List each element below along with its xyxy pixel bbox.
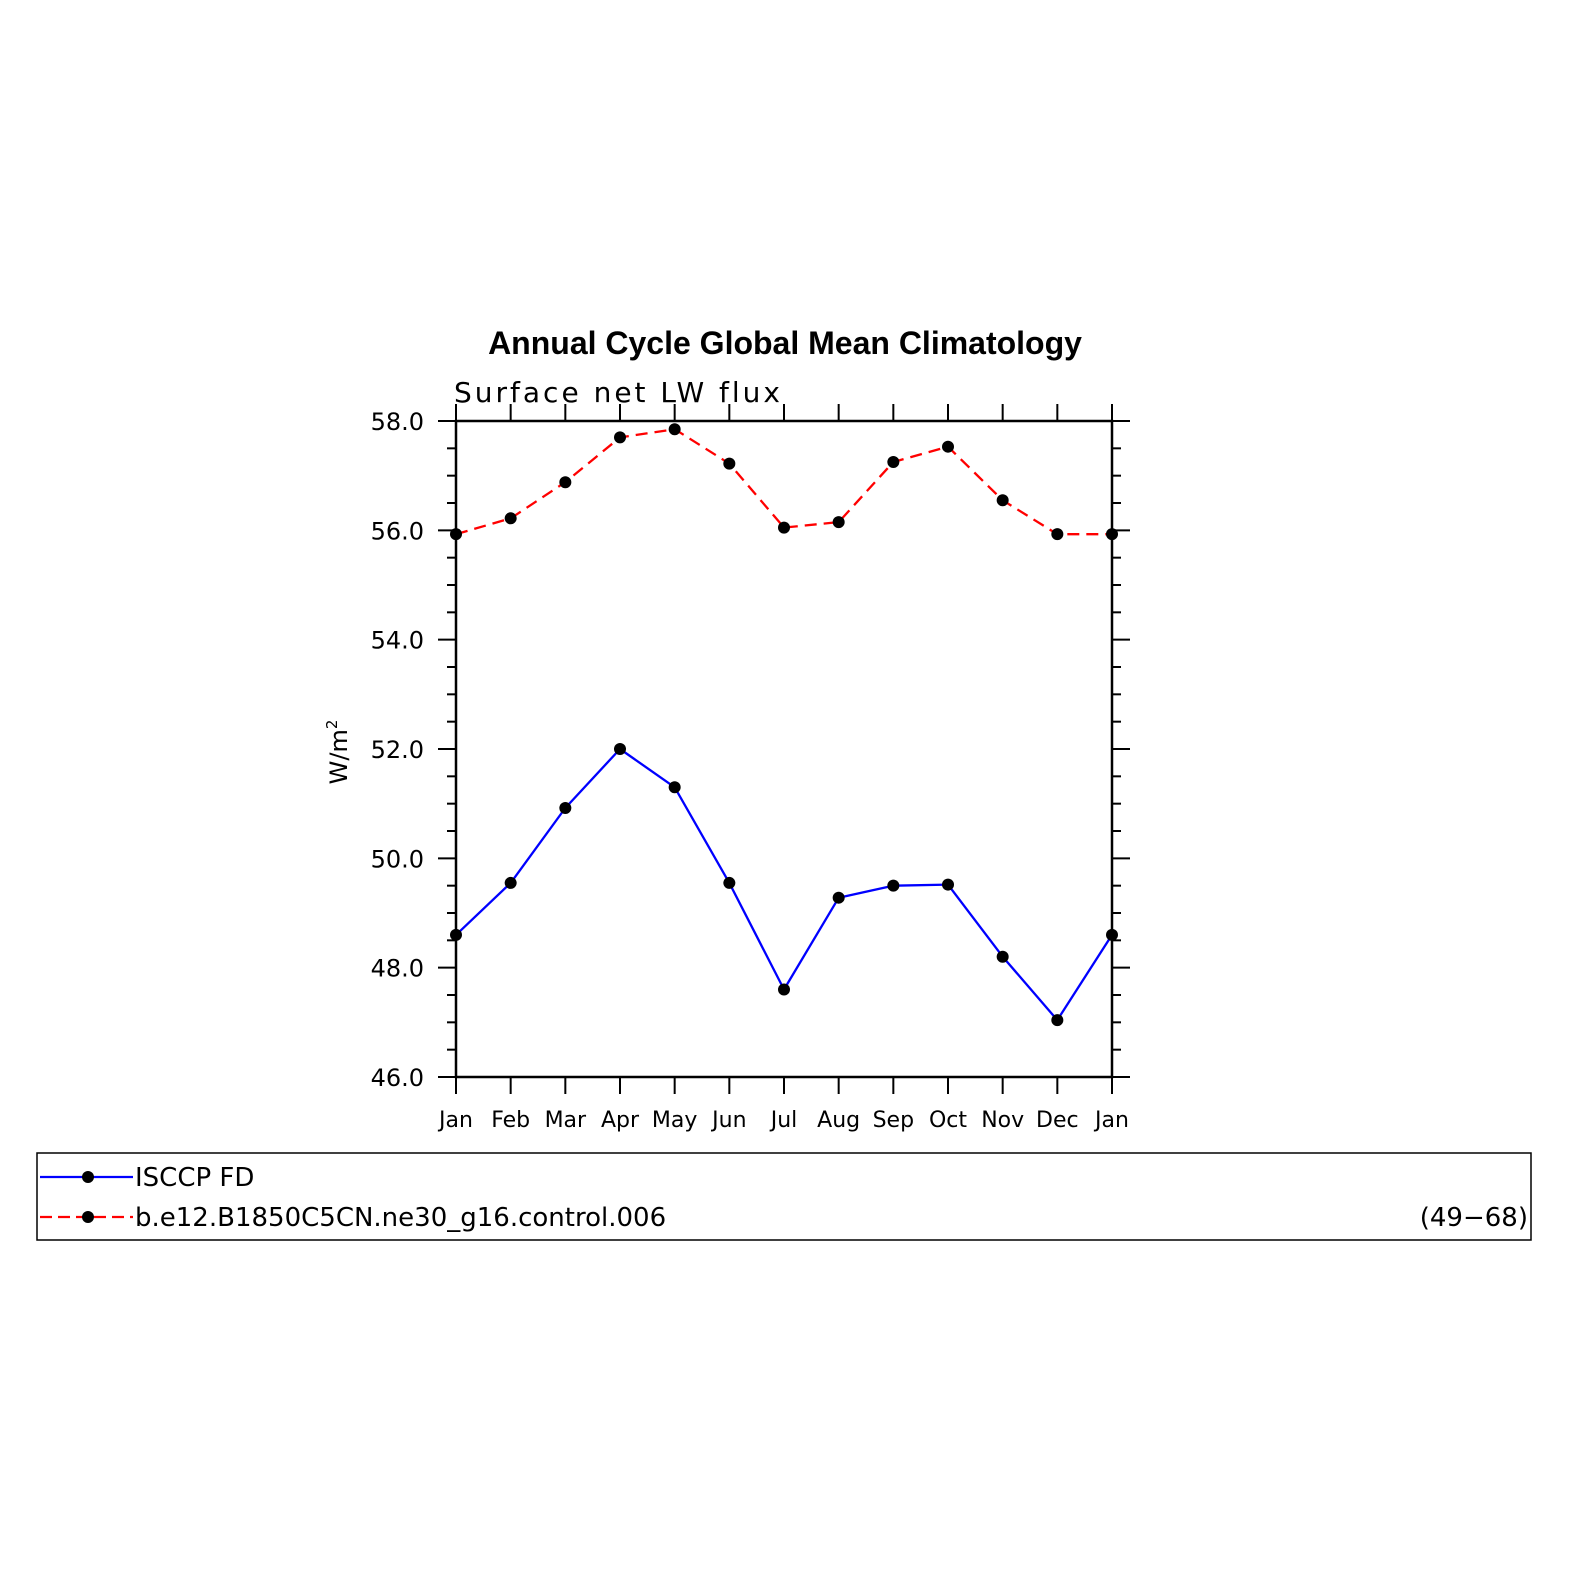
data-point-0	[723, 876, 736, 889]
legend-marker-isccp	[82, 1171, 94, 1183]
y-tick-label: 52.0	[371, 736, 424, 764]
data-point-0	[450, 928, 462, 941]
series-line-1	[455, 428, 1112, 536]
data-point-1	[942, 440, 954, 453]
data-point-0	[668, 781, 681, 794]
y-tick-label: 46.0	[371, 1064, 424, 1092]
axes: 46.0 48.0 50.0 52.0 54.0 56.0 58.0 Jan Feb Mar Apr…	[371, 404, 1130, 1133]
x-tick-label: Feb	[491, 1108, 530, 1133]
data-point-0	[614, 743, 626, 755]
legend-label-isccp: ISCCP FD	[135, 1163, 254, 1193]
x-tick-label: Jun	[710, 1108, 746, 1133]
data-point-1	[887, 456, 900, 468]
x-tick-label: May	[652, 1108, 697, 1133]
y-axis-label-superscript: 2	[323, 720, 341, 730]
plot-frame	[454, 419, 1114, 1079]
legend-box	[36, 1152, 1532, 1241]
x-tick-label: Dec	[1036, 1108, 1079, 1133]
data-point-1	[778, 521, 790, 534]
legend-label-model: b.e12.B1850C5CN.ne30_g16.control.006	[135, 1203, 666, 1233]
legend-marker-model	[82, 1211, 94, 1223]
series-layer	[450, 423, 1118, 1027]
y-axis-label: W/m2	[323, 720, 353, 785]
x-tick-label: Jan	[437, 1108, 473, 1133]
data-point-0	[942, 878, 954, 891]
x-tick-label: Aug	[817, 1108, 860, 1133]
x-tick-label: Mar	[545, 1108, 587, 1133]
x-tick-label: Apr	[601, 1108, 640, 1133]
chart-subtitle: Surface net LW flux	[454, 376, 783, 409]
data-point-0	[832, 891, 845, 904]
data-point-1	[504, 512, 517, 525]
y-tick-label: 58.0	[371, 408, 424, 436]
data-point-0	[1106, 928, 1118, 941]
legend-entry-model: b.e12.B1850C5CN.ne30_g16.control.006	[40, 1203, 666, 1233]
data-point-1	[996, 494, 1009, 507]
data-point-1	[832, 516, 845, 529]
y-tick-label: 56.0	[371, 517, 424, 545]
x-tick-label: Nov	[981, 1108, 1024, 1133]
data-point-0	[504, 876, 517, 889]
x-tick-label: Jan	[1093, 1108, 1129, 1133]
y-tick-label: 50.0	[371, 845, 424, 873]
x-tick-label: Oct	[929, 1108, 967, 1133]
chart-title: Annual Cycle Global Mean Climatology	[488, 325, 1082, 361]
data-point-1	[450, 528, 462, 541]
x-tick-label: Sep	[873, 1108, 914, 1133]
data-point-0	[559, 802, 572, 815]
data-point-1	[559, 476, 572, 489]
x-tick-label: Jul	[769, 1108, 798, 1133]
data-point-0	[996, 950, 1009, 963]
data-point-1	[668, 423, 681, 436]
y-tick-label: 48.0	[371, 955, 424, 983]
data-point-0	[778, 983, 790, 996]
data-point-1	[614, 431, 626, 444]
data-point-0	[887, 879, 900, 892]
data-point-1	[723, 457, 736, 470]
data-point-1	[1106, 528, 1118, 541]
y-tick-label: 54.0	[371, 627, 424, 655]
data-point-0	[1051, 1014, 1064, 1027]
legend-note: (49−68)	[1420, 1203, 1528, 1233]
legend-entry-isccp: ISCCP FD	[40, 1163, 254, 1193]
series-line-0	[455, 747, 1113, 1022]
data-point-1	[1051, 528, 1064, 541]
y-axis-label-text: W/m	[325, 729, 353, 784]
